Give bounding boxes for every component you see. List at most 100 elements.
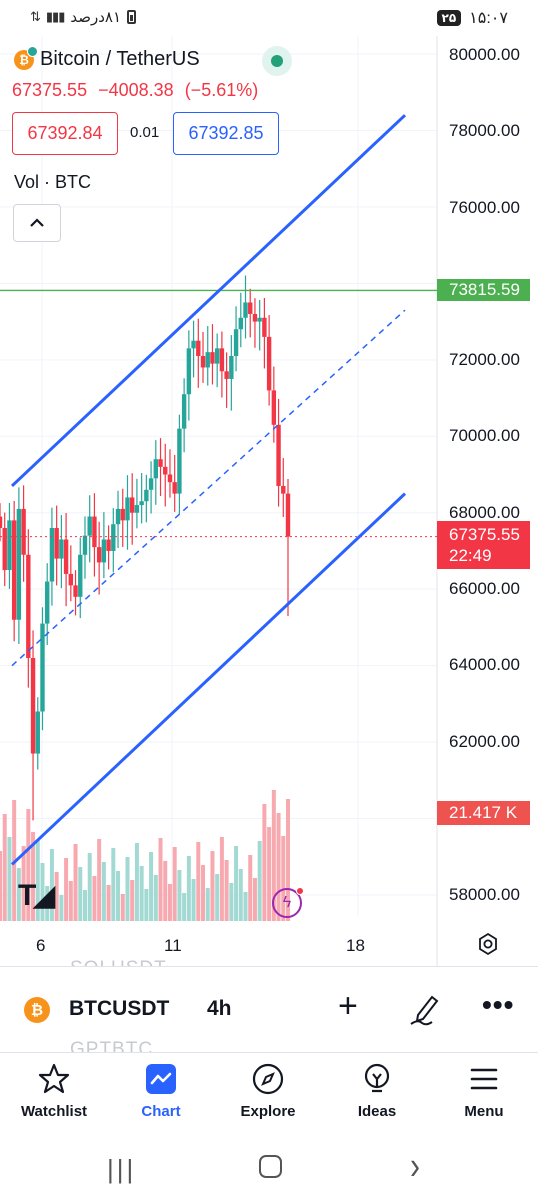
nav-menu[interactable]: Menu [439,1061,529,1120]
price-axis-label: 78000.00 [449,121,520,140]
volume-bar [153,875,158,921]
tradingview-logo[interactable]: T◢ [18,879,55,912]
price-axis-label: 72000.00 [449,350,520,369]
candle-body [177,428,182,494]
price-axis-label: 76000.00 [449,198,520,217]
nav-watchlist-label: Watchlist [20,1103,88,1120]
volume-bar [281,836,286,921]
day-badge: ۲۵ [436,10,462,26]
volume-bar [144,889,149,921]
sell-price-button[interactable]: 67392.84 [12,112,118,155]
candle-body [158,459,163,467]
battery-text: ۸۱درصد [70,9,122,26]
volume-bar [0,851,2,921]
recent-apps-icon[interactable]: ||| [107,1154,137,1184]
nav-watchlist[interactable]: Watchlist [9,1061,99,1120]
data-icon: ⇅ [30,9,41,24]
status-left: ۸۱درصد ▮▮▮ ⇅ [30,8,137,26]
price-chart[interactable] [0,36,538,966]
volume-bar [106,885,111,921]
flash-icon[interactable]: ϟ [272,887,304,918]
volume-bar [243,892,248,921]
volume-bar [82,890,87,921]
volume-bar [16,868,21,921]
channel-mid-line [11,309,406,667]
symbol-title[interactable]: Bitcoin / TetherUS [40,48,200,70]
candle-body [59,539,64,559]
candle-body [200,355,206,368]
spread-value: 0.01 [130,124,160,141]
candle-body [115,508,121,525]
candle-body [191,340,196,349]
volume-legend[interactable]: Vol · BTC [14,172,92,192]
bitcoin-icon: ₿ [24,997,50,1023]
nav-explore-label: Explore [240,1103,296,1120]
candle-body [26,554,31,658]
add-icon[interactable]: + [338,987,358,1025]
nav-explore[interactable]: Explore [223,1061,313,1120]
candle-body [167,474,173,483]
last-price-tag-value: 67375.55 [449,525,520,544]
candle-body [40,623,45,712]
volume-bar [172,847,177,921]
volume-bar [286,799,290,921]
candle-body [219,348,225,372]
candle-body [153,459,159,479]
volume-bar [177,870,182,921]
candle-body [139,501,144,506]
volume-bar [186,856,191,921]
time-axis-label: 18 [346,936,365,955]
compass-icon [252,1063,284,1095]
last-price-tag: 67375.55 22:49 [437,521,530,569]
back-icon[interactable]: › [410,1144,420,1188]
price-axis-label: 68000.00 [449,503,520,522]
buy-price-button[interactable]: 67392.85 [173,112,279,155]
candle-body [252,313,258,322]
candle-countdown: 22:49 [449,546,492,565]
volume-bar [229,883,234,921]
candle-body [120,508,125,521]
more-options-icon[interactable]: ••• [482,989,515,1020]
drawing-tools-icon[interactable] [408,991,442,1027]
candle-body [35,711,40,754]
price-line: 67375.55 −4008.38 (−5.61%) [12,80,264,101]
chart-area[interactable]: ₿ Bitcoin / TetherUS 67375.55 −4008.38 (… [0,36,538,979]
candle-body [271,390,277,425]
volume-bar [97,839,102,921]
signal-icon: ▮▮▮ [45,9,65,24]
volume-bar [149,852,154,921]
candle-body [163,466,168,475]
candle-body [186,348,192,395]
system-navigation: ||| › [0,1144,538,1200]
collapse-legend-button[interactable] [13,204,61,242]
candle-body [181,394,187,429]
lightbulb-icon [364,1063,390,1093]
candle-body [134,505,140,513]
interval-button[interactable]: 4h [207,997,232,1020]
market-open-icon[interactable] [262,46,292,76]
channel-lower-line [10,492,407,866]
candle-body [285,493,291,537]
horizontal-line-price-tag[interactable]: 73815.59 [437,279,530,301]
bitcoin-icon: ₿ [14,45,38,70]
volume-bar [26,809,31,921]
candle-body [73,585,78,597]
nav-chart[interactable]: Chart [116,1061,206,1120]
candle-body [106,539,111,551]
home-icon[interactable] [259,1155,282,1178]
candle-body [92,516,97,548]
candle-body [229,355,234,379]
symbol-button[interactable]: BTCUSDT [69,997,170,1020]
symbol-title-row[interactable]: ₿ Bitcoin / TetherUS [14,45,200,71]
nav-ideas[interactable]: Ideas [332,1061,422,1120]
time-axis-label: 11 [164,936,182,955]
candle-body [30,657,36,754]
candle-body [129,497,135,513]
bottom-navigation: Watchlist Chart Explore Ideas Menu [0,1052,538,1144]
candle-body [148,478,154,490]
candle-body [257,317,262,322]
volume-bar [196,842,201,921]
last-price: 67375.55 [12,80,88,100]
time-axis-label: 6 [36,936,46,955]
gear-icon[interactable] [476,932,500,956]
